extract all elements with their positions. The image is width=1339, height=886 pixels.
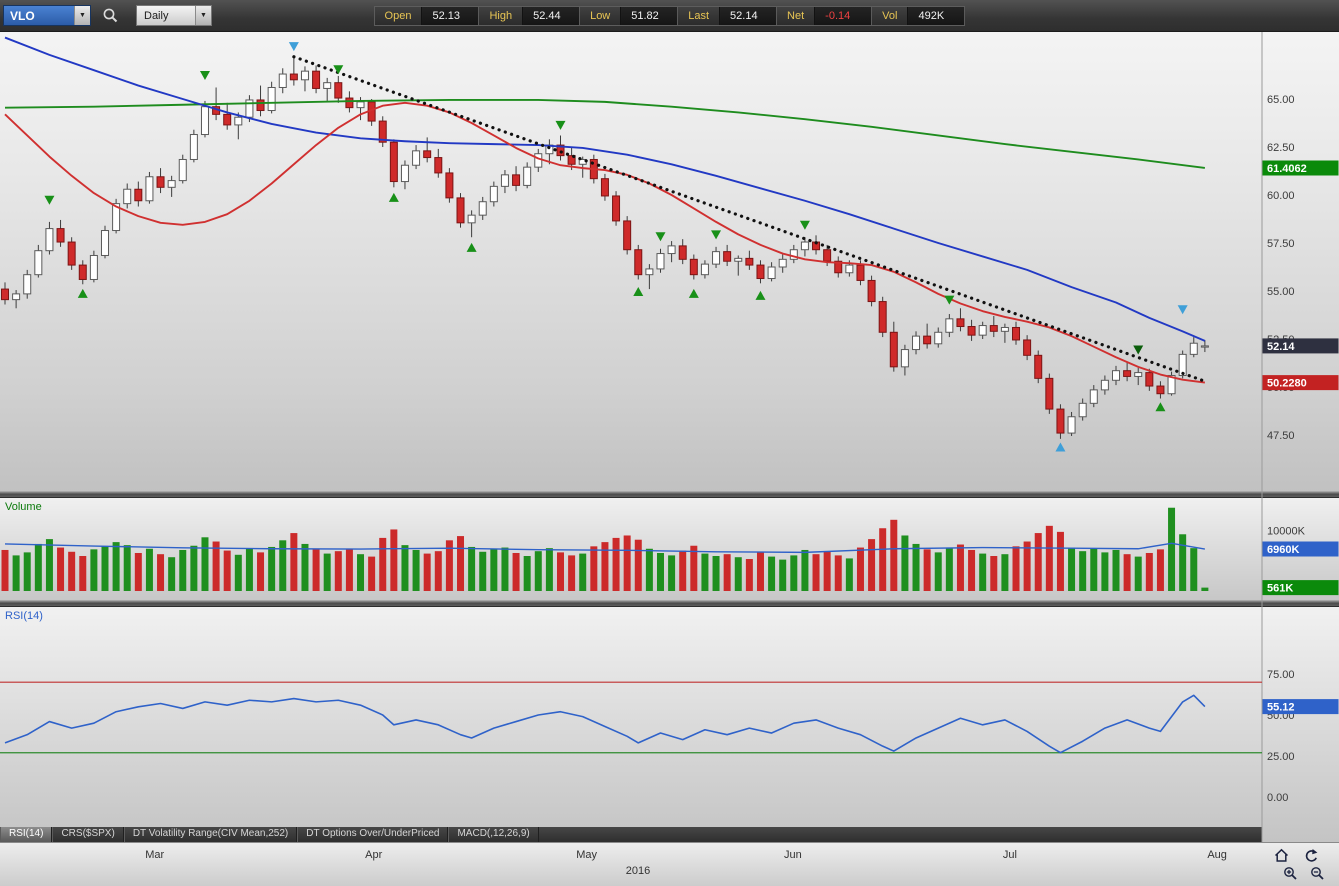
stat-vol-label: Vol xyxy=(872,6,909,25)
panel-divider[interactable] xyxy=(0,600,1339,607)
stat-open-value: 52.13 xyxy=(422,6,479,25)
interval-select[interactable]: Daily ▼ xyxy=(136,5,212,26)
month-label: Mar xyxy=(145,849,165,861)
indicator-tab-bar: RSI(14) CRS($SPX) DT Volatility Range(CI… xyxy=(0,827,1262,842)
stat-high: High 52.44 xyxy=(479,5,581,26)
stat-last: Last 52.14 xyxy=(678,5,778,26)
stat-high-value: 52.44 xyxy=(523,6,580,25)
stat-low-value: 51.82 xyxy=(621,6,678,25)
stat-low: Low 51.82 xyxy=(580,5,679,26)
stat-vol: Vol 492K xyxy=(872,5,966,26)
price-panel xyxy=(0,32,1339,492)
tab-crs[interactable]: CRS($SPX) xyxy=(52,827,124,842)
stat-net: Net -0.14 xyxy=(777,5,873,26)
symbol-input[interactable]: VLO ▼ xyxy=(3,5,91,26)
interval-value: Daily xyxy=(137,6,195,25)
stat-vol-value: 492K xyxy=(908,6,965,25)
volume-panel xyxy=(0,498,1339,600)
stat-net-label: Net xyxy=(777,6,816,25)
tab-rsi[interactable]: RSI(14) xyxy=(0,827,53,842)
time-axis: 2016 Mar Apr May Jun Jul Aug xyxy=(0,842,1339,886)
stat-high-label: High xyxy=(479,6,524,25)
symbol-dropdown-arrow[interactable]: ▼ xyxy=(74,6,90,25)
interval-dropdown-arrow[interactable]: ▼ xyxy=(195,6,211,25)
volume-panel-label: Volume xyxy=(5,501,42,513)
toolbar: VLO ▼ Daily ▼ Open 52.13 High 52.44 Low … xyxy=(0,0,1339,32)
stat-open-label: Open xyxy=(374,6,423,25)
symbol-value: VLO xyxy=(4,6,74,25)
month-label: Aug xyxy=(1207,849,1227,861)
stat-last-value: 52.14 xyxy=(720,6,777,25)
tab-dt-options-over-underpriced[interactable]: DT Options Over/UnderPriced xyxy=(297,827,449,842)
month-label: Jul xyxy=(1002,849,1017,861)
search-icon[interactable] xyxy=(100,5,122,27)
stat-net-value: -0.14 xyxy=(815,6,872,25)
stat-last-label: Last xyxy=(678,6,721,25)
stat-open: Open 52.13 xyxy=(373,5,480,26)
undo-zoom-icon[interactable] xyxy=(1303,848,1319,864)
year-label: 2016 xyxy=(625,865,651,877)
month-label: Jun xyxy=(784,849,802,861)
quote-stats: Open 52.13 High 52.44 Low 51.82 Last 52.… xyxy=(373,5,966,26)
month-label: Apr xyxy=(365,849,383,861)
rsi-panel xyxy=(0,607,1339,842)
month-label: May xyxy=(576,849,598,861)
home-icon[interactable] xyxy=(1274,848,1290,864)
panel-divider[interactable] xyxy=(0,491,1339,498)
tab-macd[interactable]: MACD(,12,26,9) xyxy=(448,827,539,842)
zoom-out-icon[interactable] xyxy=(1310,866,1326,882)
stat-low-label: Low xyxy=(580,6,622,25)
tab-dt-volatility-range[interactable]: DT Volatility Range(CIV Mean,252) xyxy=(123,827,298,842)
zoom-in-icon[interactable] xyxy=(1283,866,1299,882)
rsi-panel-label: RSI(14) xyxy=(5,610,43,622)
